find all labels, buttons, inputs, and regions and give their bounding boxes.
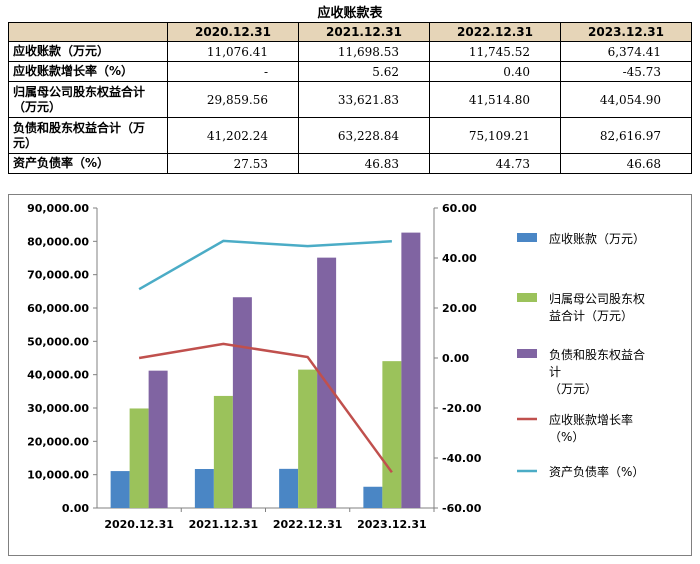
- header-cell-empty: [8, 22, 168, 42]
- header-cell-2022: 2022.12.31: [429, 22, 561, 42]
- y-right-tick-label: -20.00: [442, 402, 482, 415]
- bar-2: [382, 361, 402, 508]
- y-left-tick-label: 60,000.00: [27, 302, 89, 315]
- table-cell: 44.73: [429, 153, 561, 174]
- table-cell: 82,616.97: [560, 117, 692, 154]
- table-cell: 46.68: [560, 153, 692, 174]
- bar-1: [110, 471, 130, 508]
- bar-1: [194, 469, 214, 508]
- legend-label: 益合计（万元）: [549, 308, 633, 323]
- line-series-1: [138, 342, 393, 474]
- table-row: 归属母公司股东权益合计（万元） 29,859.56 33,621.83 41,5…: [8, 81, 692, 118]
- table-row: 负债和股东权益合计（万元） 41,202.24 63,228.84 75,109…: [8, 117, 692, 154]
- bar-3: [401, 232, 421, 508]
- x-tick-label: 2022.12.31: [273, 518, 343, 531]
- table-cell: 11,745.52: [429, 41, 561, 62]
- x-tick-label: 2023.12.31: [357, 518, 427, 531]
- row-label: 应收账款增长率（%）: [8, 61, 168, 82]
- bar-3: [148, 370, 168, 508]
- x-tick-label: 2020.12.31: [104, 518, 174, 531]
- legend-label: 计: [549, 365, 561, 379]
- header-cell-2023: 2023.12.31: [560, 22, 692, 42]
- y-left-tick-label: 70,000.00: [27, 269, 89, 282]
- y-right-tick-label: -40.00: [442, 452, 482, 465]
- table-cell: 27.53: [167, 153, 299, 174]
- y-right-tick-label: 40.00: [442, 252, 477, 265]
- table-cell: 0.40: [429, 61, 561, 82]
- line-series-2: [138, 239, 392, 291]
- table-cell: 6,374.41: [560, 41, 692, 62]
- y-left-tick-label: 90,000.00: [27, 202, 89, 215]
- legend-swatch: [517, 349, 537, 358]
- y-right-tick-label: 0.00: [442, 352, 469, 365]
- table-cell: 46.83: [298, 153, 430, 174]
- combo-chart: 0.00 10,000.00 20,000.00 30,000.00 40,000.00…: [27, 202, 645, 531]
- y-left-tick-label: 20,000.00: [27, 435, 89, 448]
- table-cell: 63,228.84: [298, 117, 430, 154]
- y-left-tick-label: 0.00: [62, 502, 89, 515]
- table-row: 应收账款（万元） 11,076.41 11,698.53 11,745.52 6…: [8, 41, 692, 62]
- table-cell: 44,054.90: [560, 81, 692, 118]
- financial-table: 2020.12.31 2021.12.31 2022.12.31 2023.12…: [8, 22, 692, 174]
- legend-label: 负债和股东权益合: [549, 347, 645, 362]
- y-right-tick-label: 20.00: [442, 302, 477, 315]
- table-cell: 41,202.24: [167, 117, 299, 154]
- table-cell: -: [167, 61, 299, 82]
- row-label: 归属母公司股东权益合计（万元）: [8, 81, 168, 118]
- legend-label: （%）: [549, 430, 584, 444]
- bar-2: [129, 408, 149, 508]
- y-right-tick-label: -60.00: [442, 502, 482, 515]
- table-cell: 5.62: [298, 61, 430, 82]
- bar-2: [213, 395, 233, 508]
- table-cell: 29,859.56: [167, 81, 299, 118]
- legend-label: （万元）: [549, 382, 597, 396]
- table-title: 应收账款表: [317, 6, 383, 21]
- bar-2: [298, 369, 318, 508]
- table-cell: -45.73: [560, 61, 692, 82]
- legend-label: 资产负债率（%）: [549, 464, 644, 479]
- table-cell: 75,109.21: [429, 117, 561, 154]
- table-header-row: 2020.12.31 2021.12.31 2022.12.31 2023.12…: [8, 22, 692, 42]
- x-tick-label: 2021.12.31: [189, 518, 259, 531]
- bar-1: [363, 486, 383, 508]
- row-label: 资产负债率（%）: [8, 153, 168, 174]
- legend-label: 应收账款（万元）: [549, 231, 645, 246]
- legend-swatch: [517, 233, 537, 242]
- y-left-tick-label: 40,000.00: [27, 369, 89, 382]
- y-left-tick-label: 80,000.00: [27, 235, 89, 248]
- table-cell: 11,076.41: [167, 41, 299, 62]
- row-label: 负债和股东权益合计（万元）: [8, 117, 168, 154]
- row-label: 应收账款（万元）: [8, 41, 168, 62]
- table-cell: 33,621.83: [298, 81, 430, 118]
- header-cell-2020: 2020.12.31: [167, 22, 299, 42]
- header-cell-2021: 2021.12.31: [298, 22, 430, 42]
- y-left-tick-label: 50,000.00: [27, 335, 89, 348]
- y-right-tick-label: 60.00: [442, 202, 477, 215]
- table-row: 应收账款增长率（%） - 5.62 0.40 -45.73: [8, 61, 692, 82]
- bar-1: [279, 468, 299, 508]
- table-cell: 41,514.80: [429, 81, 561, 118]
- y-left-tick-label: 30,000.00: [27, 402, 89, 415]
- legend-label: 归属母公司股东权: [549, 292, 645, 306]
- legend-label: 应收账款增长率: [549, 412, 633, 427]
- chart-container: 0.00 10,000.00 20,000.00 30,000.00 40,000.00…: [8, 194, 692, 556]
- bar-3: [232, 297, 252, 508]
- y-left-tick-label: 10,000.00: [27, 469, 89, 482]
- legend-swatch: [517, 293, 537, 302]
- table-cell: 11,698.53: [298, 41, 430, 62]
- table-row: 资产负债率（%） 27.53 46.83 44.73 46.68: [8, 153, 692, 174]
